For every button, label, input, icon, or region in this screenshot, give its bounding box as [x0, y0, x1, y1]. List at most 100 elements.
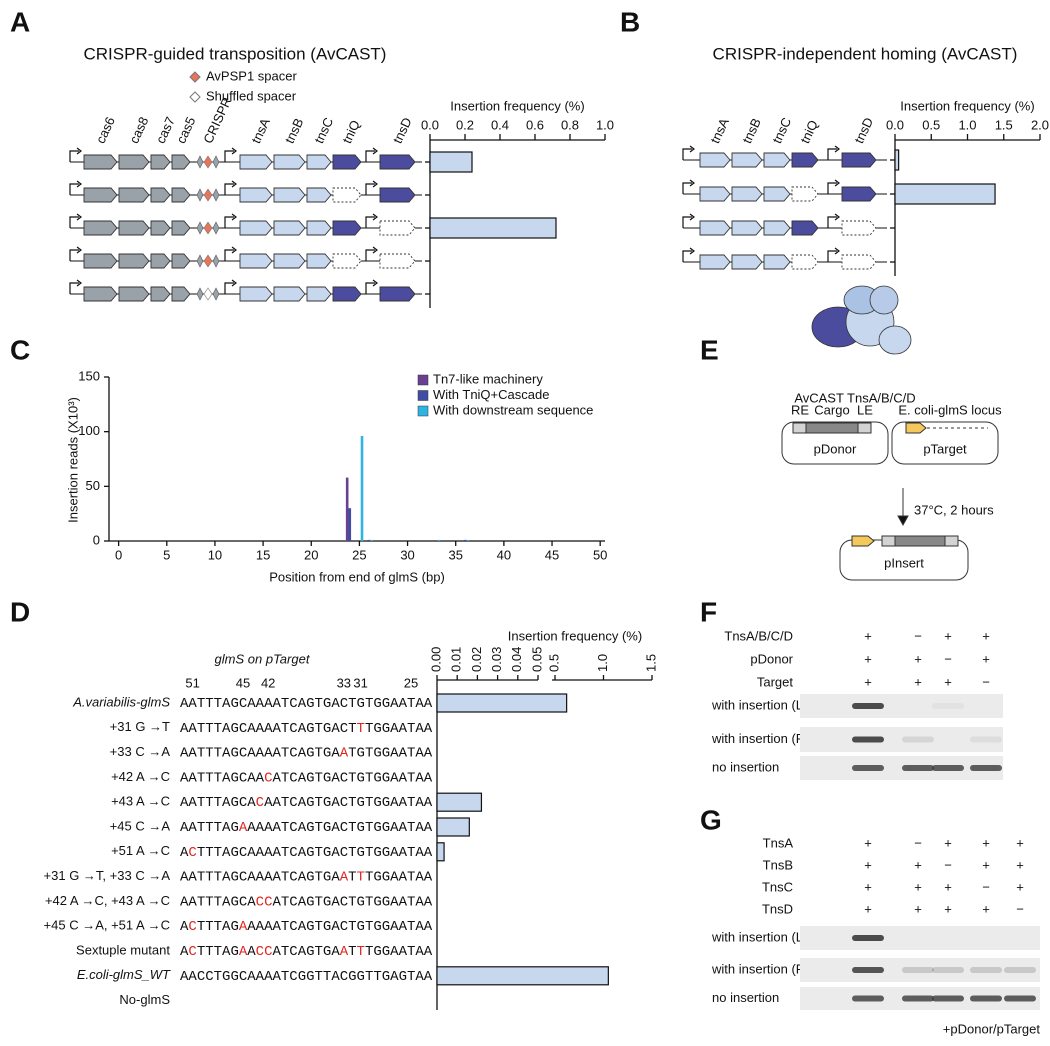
- panel-letter: A: [10, 6, 30, 37]
- base: T: [281, 869, 289, 885]
- base: C: [205, 969, 213, 985]
- bar: [436, 842, 445, 862]
- base: T: [348, 845, 356, 861]
- base: G: [230, 969, 238, 985]
- base: T: [214, 820, 222, 836]
- promoter-head: [372, 147, 378, 155]
- base: A: [256, 770, 265, 786]
- bar: [367, 539, 371, 541]
- gene: [699, 186, 731, 202]
- bar: [436, 792, 483, 812]
- base: T: [205, 919, 213, 935]
- base: G: [373, 869, 381, 885]
- base: G: [357, 745, 365, 761]
- base: A: [298, 944, 307, 960]
- base: A: [399, 795, 408, 811]
- base: T: [348, 944, 356, 960]
- gene: [150, 220, 171, 236]
- base: G: [230, 845, 238, 861]
- gene: [332, 286, 362, 302]
- base: T: [281, 745, 289, 761]
- base: T: [365, 944, 373, 960]
- base: A: [188, 795, 197, 811]
- base: A: [331, 845, 340, 861]
- gene: [731, 186, 763, 202]
- band: [970, 765, 1002, 771]
- base: G: [357, 820, 365, 836]
- base: C: [289, 745, 297, 761]
- base: A: [222, 919, 231, 935]
- base: G: [323, 721, 331, 737]
- sequence: ACTTTAGAAAAATCAGTGACTGTGGAATAA: [180, 919, 433, 935]
- sequence: ACTTTAGAACCATCAGTGAATTTGGAATAA: [180, 944, 433, 960]
- gene: [791, 220, 819, 236]
- legend-label: Shuffled spacer: [206, 88, 297, 103]
- row-label: +42 A →C, +43 A →C: [45, 893, 170, 908]
- promoter-head: [689, 213, 695, 221]
- gel-strip: [800, 926, 1040, 950]
- band: [1004, 935, 1036, 941]
- base: A: [256, 820, 265, 836]
- gene: [239, 154, 273, 170]
- base: C: [340, 770, 348, 786]
- base: A: [239, 919, 248, 935]
- condition-label: pDonor: [750, 651, 793, 666]
- sequence: AATTTAGAAAAATCAGTGACTGTGGAATAA: [180, 820, 433, 836]
- base: T: [348, 770, 356, 786]
- base: T: [214, 894, 222, 910]
- base: A: [272, 845, 281, 861]
- bar: [464, 539, 467, 541]
- gene: [273, 187, 306, 203]
- base: G: [323, 869, 331, 885]
- base: T: [214, 969, 222, 985]
- condition-label: Target: [757, 674, 794, 689]
- base: G: [382, 894, 390, 910]
- base: G: [306, 795, 314, 811]
- band: [852, 736, 884, 743]
- base: C: [264, 894, 272, 910]
- base: T: [205, 820, 213, 836]
- position-label: 51: [185, 675, 199, 690]
- base: A: [247, 770, 256, 786]
- promoter: [224, 216, 234, 228]
- base: T: [315, 770, 323, 786]
- gene: [379, 187, 416, 203]
- promoter: [69, 183, 79, 195]
- gene: [841, 186, 877, 202]
- sign: −: [944, 651, 952, 666]
- base: G: [306, 845, 314, 861]
- repeat: [196, 254, 204, 268]
- gene: [763, 152, 791, 168]
- base: A: [415, 969, 424, 985]
- row-label: +45 C →A, +51 A →C: [44, 918, 170, 933]
- gene: [332, 187, 362, 203]
- gel-footer: +pDonor/pTarget: [943, 1021, 1041, 1036]
- base: A: [390, 869, 399, 885]
- sign: +: [864, 628, 872, 643]
- base: A: [247, 696, 256, 712]
- base: G: [357, 696, 365, 712]
- gene: [332, 154, 362, 170]
- gene-label: tnsB: [282, 116, 307, 146]
- gene: [791, 254, 819, 270]
- bar: [894, 149, 900, 171]
- base: A: [247, 969, 256, 985]
- gene-label: tnsB: [739, 116, 764, 146]
- x-tick-label: 0.05: [529, 647, 544, 672]
- gene: [273, 220, 306, 236]
- base: G: [357, 969, 365, 985]
- base: A: [424, 919, 433, 935]
- base: A: [239, 820, 248, 836]
- base: T: [323, 969, 331, 985]
- panel-letter: G: [700, 804, 722, 835]
- base: T: [214, 721, 222, 737]
- base: G: [306, 721, 314, 737]
- base: A: [180, 820, 189, 836]
- base: A: [424, 721, 433, 737]
- base: A: [222, 696, 231, 712]
- plasmid-art: [781, 421, 999, 581]
- base: G: [373, 696, 381, 712]
- row-label: +31 G →T, +33 C →A: [44, 868, 171, 883]
- panel-letter: E: [700, 334, 719, 365]
- repeat: [212, 254, 220, 268]
